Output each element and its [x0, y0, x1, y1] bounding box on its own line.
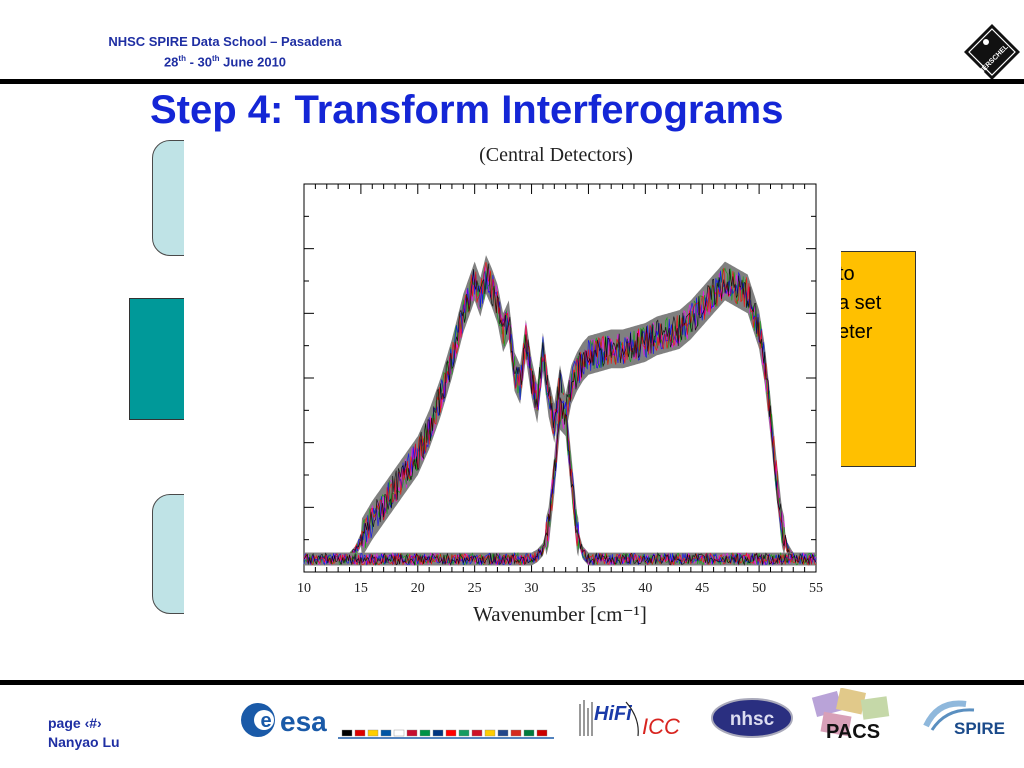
flag-icon — [458, 729, 470, 737]
series-trace — [303, 398, 817, 567]
flag-icon — [367, 729, 379, 737]
flag-icon — [536, 729, 548, 737]
flag-icon — [497, 729, 509, 737]
series-group — [303, 255, 817, 567]
date-end: June 2010 — [219, 54, 287, 70]
esa-logo: e esa — [241, 703, 554, 739]
series-trace — [303, 408, 817, 566]
author-name: Nanyao Lu — [48, 734, 120, 750]
nhsc-logo-text: nhsc — [730, 709, 775, 730]
header-school-title: NHSC SPIRE Data School – Pasadena 28th -… — [60, 33, 390, 70]
esa-logo-text: esa — [280, 706, 327, 737]
header-line-2: 28th - 30th June 2010 — [60, 50, 390, 70]
x-tick-label: 10 — [297, 581, 311, 596]
note-line-2: a set — [838, 292, 882, 314]
x-tick-label: 25 — [468, 581, 482, 596]
x-tick-label: 55 — [809, 581, 823, 596]
flag-icon — [354, 729, 366, 737]
header-line-1: NHSC SPIRE Data School – Pasadena — [108, 34, 342, 49]
chart-title: (Central Detectors) — [479, 144, 633, 166]
x-tick-label: 15 — [354, 581, 368, 596]
x-tick-label: 20 — [411, 581, 425, 596]
footer-info: page ‹#› Nanyao Lu — [48, 714, 120, 752]
spire-logo: SPIRE — [923, 700, 1005, 738]
spectrum-chart-panel: (Central Detectors) 10 15 20 25 30 35 40 45 50 55… — [184, 134, 841, 635]
x-tick-label: 40 — [638, 581, 652, 596]
flag-icon — [393, 729, 405, 737]
date-range: - 30 — [185, 54, 212, 70]
member-flags — [338, 729, 554, 739]
x-tick-label: 35 — [581, 581, 595, 596]
spire-logo-text: SPIRE — [954, 719, 1005, 738]
note-box-text: to a set eter — [838, 260, 918, 347]
date-start: 28 — [163, 54, 179, 70]
flag-icon — [419, 729, 431, 737]
nhsc-logo: nhsc — [711, 698, 793, 738]
note-line-3: eter — [838, 321, 873, 343]
x-axis-label: Wavenumber [cm⁻¹] — [473, 602, 647, 626]
series-trace — [303, 263, 817, 566]
series-trace — [303, 397, 817, 566]
slide-title: Step 4: Transform Interferograms — [150, 88, 784, 132]
flag-icon — [341, 729, 353, 737]
flag-icon — [523, 729, 535, 737]
pacs-logo: PACS — [811, 688, 890, 743]
bottom-divider — [0, 680, 1024, 685]
x-tick-label: 45 — [695, 581, 709, 596]
flag-icon — [484, 729, 496, 737]
flag-icon — [406, 729, 418, 737]
flag-icon — [445, 729, 457, 737]
series-band — [304, 390, 816, 566]
x-tick-label: 30 — [525, 581, 539, 596]
hifi-icc-logo: HiFi ICC — [579, 700, 680, 739]
spectrum-chart: (Central Detectors) 10 15 20 25 30 35 40 45 50 55… — [297, 144, 823, 626]
flag-icon — [380, 729, 392, 737]
x-tick-labels: 10 15 20 25 30 35 40 45 50 55 — [297, 581, 823, 596]
series-trace — [303, 399, 817, 566]
herschel-logo: HERSCHEL — [964, 24, 1020, 80]
pacs-logo-text: PACS — [826, 721, 880, 743]
x-tick-label: 50 — [752, 581, 766, 596]
svg-text:e: e — [260, 710, 271, 732]
flag-icon — [510, 729, 522, 737]
flag-icon — [432, 729, 444, 737]
icc-text: ICC — [642, 714, 680, 739]
date-suffix-2: th — [211, 54, 220, 63]
note-line-1: to — [838, 263, 855, 285]
flag-icon — [471, 729, 483, 737]
top-divider — [0, 79, 1024, 84]
date-suffix-1: th — [178, 54, 186, 63]
page-number: page ‹#› — [48, 715, 102, 731]
hifi-text: HiFi — [594, 703, 632, 725]
